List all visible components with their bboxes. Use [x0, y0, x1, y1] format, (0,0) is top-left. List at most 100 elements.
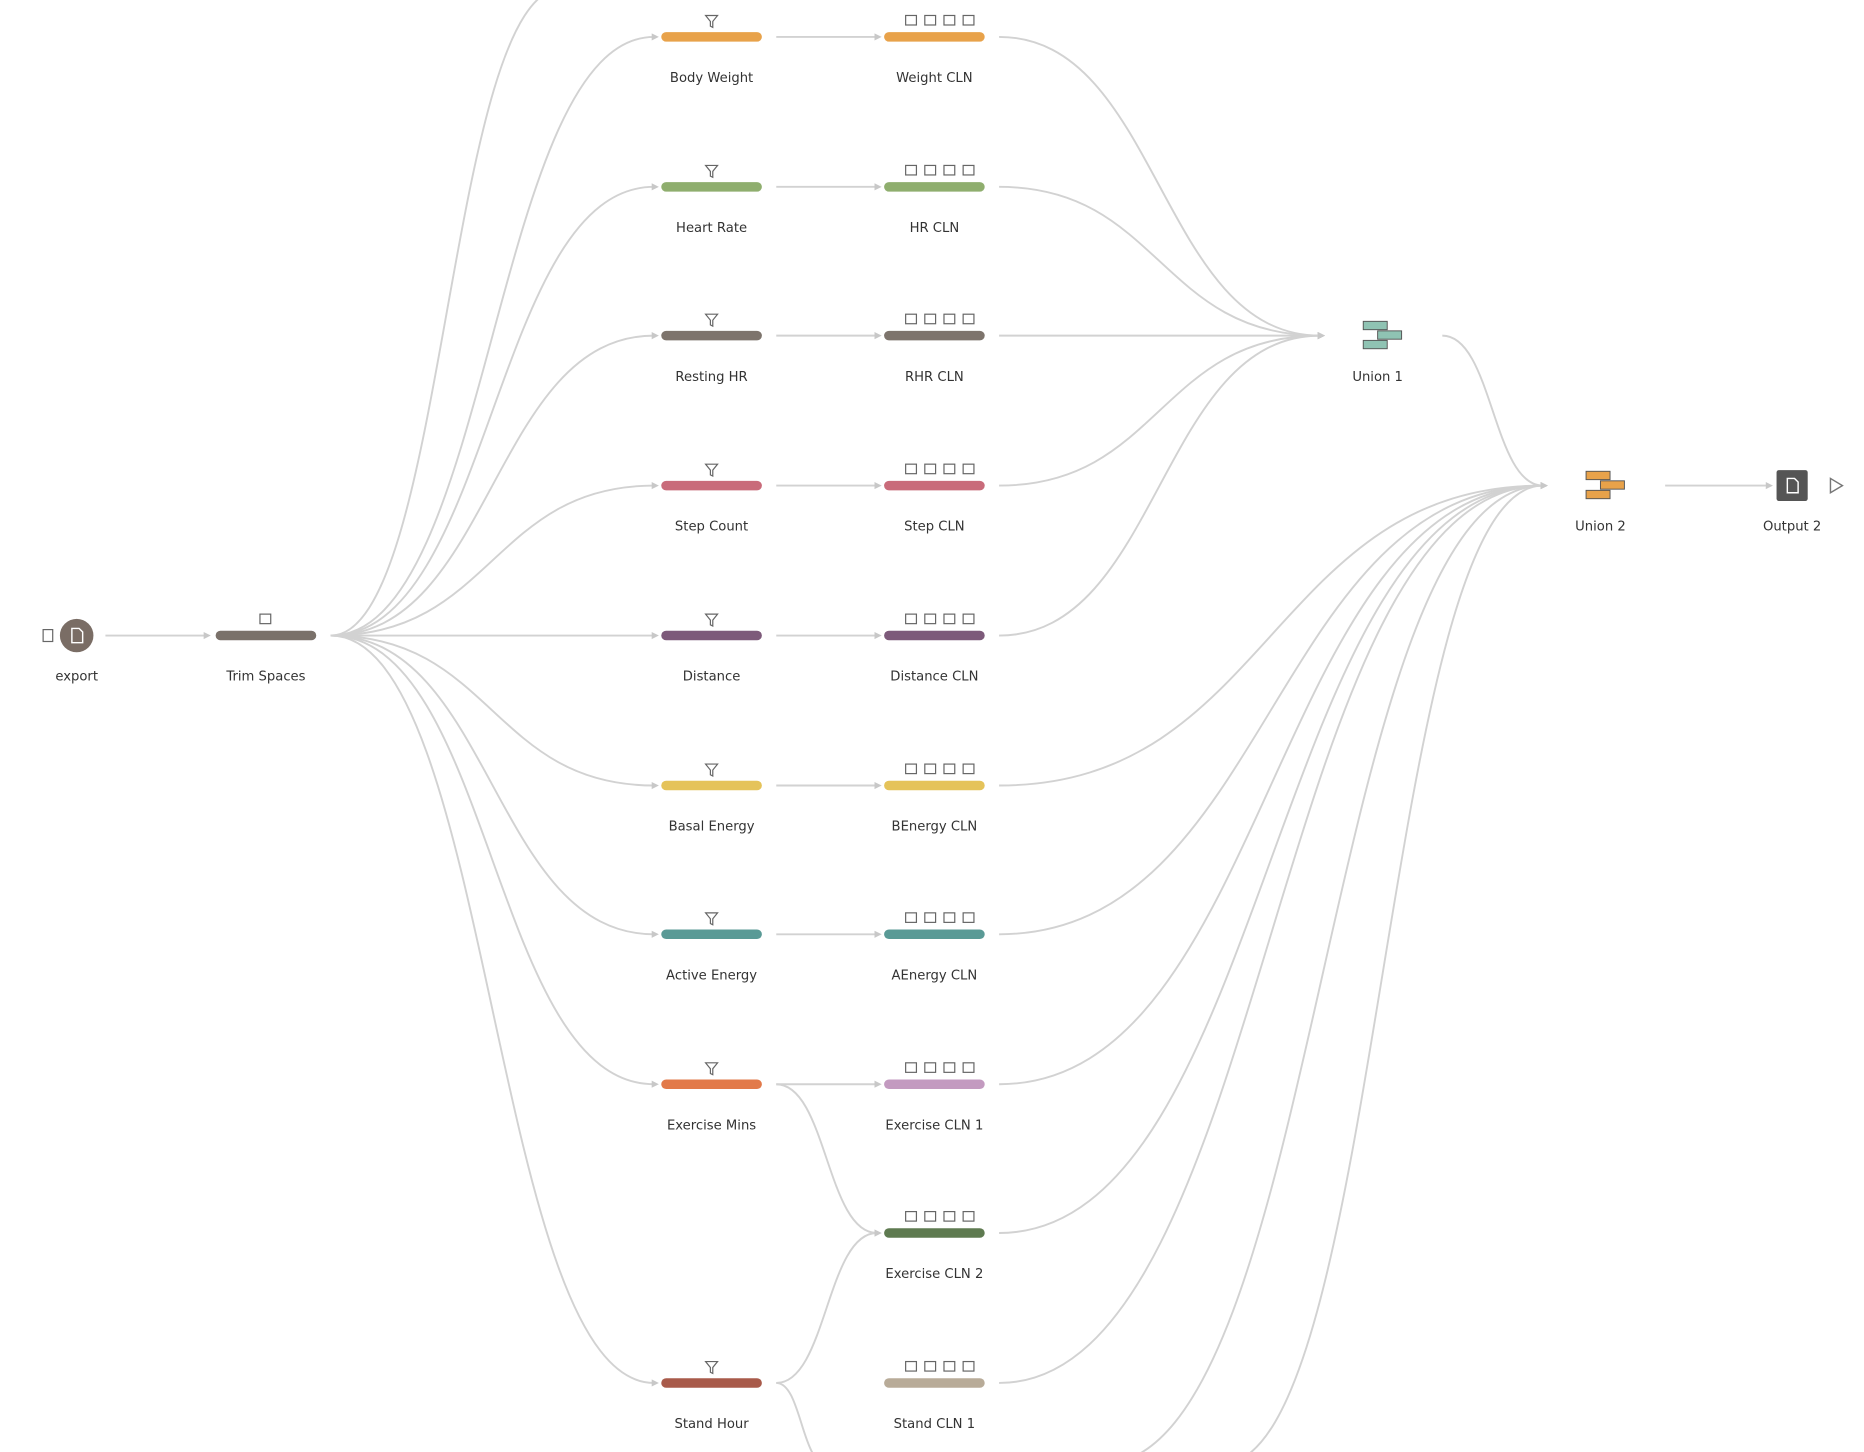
- edge: [330, 634, 655, 787]
- flow-node[interactable]: Exercise CLN 2: [884, 1210, 985, 1283]
- arrowhead: [651, 1379, 659, 1387]
- flow-node[interactable]: Weight CLN: [884, 14, 985, 86]
- node-label: HR CLN: [910, 221, 960, 236]
- step-bar: [661, 182, 762, 192]
- edge: [999, 484, 1543, 1086]
- flow-node[interactable]: Distance CLN: [884, 613, 985, 685]
- edge: [330, 634, 655, 1086]
- clean-glyph: [924, 613, 937, 625]
- flow-node[interactable]: Trim Spaces: [215, 613, 317, 685]
- clean-glyph: [943, 1360, 956, 1372]
- flow-node[interactable]: Stand Hour: [661, 1360, 762, 1433]
- arrowhead: [874, 332, 882, 340]
- edge: [776, 1232, 877, 1384]
- clean-glyph: [962, 1360, 975, 1372]
- flow-node[interactable]: Step CLN: [884, 463, 985, 535]
- arrowhead: [874, 631, 882, 640]
- clean-glyph: [943, 1062, 956, 1073]
- arrowhead: [651, 33, 659, 41]
- step-bar: [884, 630, 985, 641]
- filter-glyph: [704, 613, 719, 627]
- flow-node[interactable]: Union 2: [1575, 470, 1626, 535]
- clean-glyph: [943, 14, 956, 26]
- flow-node[interactable]: BEnergy CLN: [884, 763, 985, 835]
- clean-glyph: [924, 313, 937, 325]
- clean-glyph: [962, 763, 975, 775]
- clean-glyph: [924, 463, 937, 475]
- clean-glyph: [905, 14, 918, 26]
- filter-glyph: [704, 912, 719, 926]
- clean-glyph: [905, 1062, 918, 1073]
- node-label: Union 2: [1575, 520, 1626, 535]
- clean-glyph: [905, 613, 918, 625]
- clean-glyph: [943, 164, 956, 176]
- clean-glyph: [905, 313, 918, 325]
- arrowhead: [874, 930, 882, 938]
- edge: [330, 0, 539, 637]
- edge: [330, 634, 655, 1384]
- clean-glyph: [962, 1210, 975, 1222]
- arrowhead: [1765, 482, 1773, 490]
- node-label: Exercise CLN 2: [885, 1267, 983, 1282]
- union-block: [1377, 330, 1403, 340]
- flow-node[interactable]: export: [42, 618, 98, 685]
- flow-node[interactable]: Exercise CLN 1: [884, 1062, 985, 1134]
- file-glyph: [1786, 477, 1799, 494]
- flow-node[interactable]: Union 1: [1352, 320, 1403, 385]
- flow-node[interactable]: Step Count: [661, 463, 762, 535]
- edge: [999, 484, 1543, 787]
- union-block: [1362, 339, 1388, 350]
- filter-glyph: [704, 164, 719, 179]
- node-label: Trim Spaces: [225, 670, 305, 685]
- flow-node[interactable]: Heart Rate: [661, 164, 762, 236]
- arrowhead: [651, 1080, 659, 1088]
- flow-node[interactable]: Exercise Mins: [661, 1062, 762, 1134]
- edge: [330, 35, 655, 637]
- node-label: Heart Rate: [676, 221, 747, 236]
- file-glyph: [71, 627, 84, 644]
- node-label: Stand Hour: [674, 1417, 749, 1432]
- node-label: Weight CLN: [896, 71, 972, 86]
- step-bar: [661, 780, 762, 791]
- step-bar: [661, 630, 762, 641]
- clean-glyph: [943, 912, 956, 923]
- filter-glyph: [704, 1062, 719, 1076]
- flow-node[interactable]: Basal Energy: [661, 763, 762, 835]
- input-icon: [59, 618, 94, 653]
- flow-node[interactable]: Output 2: [1763, 470, 1844, 535]
- output-icon: [1776, 470, 1808, 502]
- node-label: Distance: [683, 670, 741, 685]
- filter-glyph: [704, 463, 719, 478]
- arrowhead: [874, 183, 882, 191]
- flow-node[interactable]: Distance: [661, 613, 762, 685]
- edge: [776, 1083, 877, 1234]
- edge: [999, 185, 1321, 337]
- step-bar: [884, 1079, 985, 1089]
- arrowhead: [651, 631, 659, 640]
- edge: [1442, 334, 1543, 487]
- edges: [105, 0, 1773, 1452]
- flow-node[interactable]: Body Weight: [661, 14, 762, 86]
- step-bar: [884, 330, 985, 341]
- arrowhead: [874, 482, 882, 490]
- clean-glyph: [924, 14, 937, 26]
- clean-glyph: [924, 912, 937, 923]
- arrowhead: [874, 33, 882, 41]
- step-bar: [661, 330, 762, 341]
- flow-node[interactable]: Active Energy: [661, 912, 762, 984]
- run-button: [1829, 477, 1844, 494]
- arrowhead: [651, 183, 659, 191]
- flow-node[interactable]: HR CLN: [884, 164, 985, 236]
- node-label: Stand CLN 1: [894, 1417, 975, 1432]
- flow-node[interactable]: Stand CLN 1: [884, 1360, 985, 1433]
- clean-glyph: [962, 1062, 975, 1073]
- step-bar: [884, 480, 985, 491]
- flow-node[interactable]: Resting HR: [661, 313, 762, 385]
- node-label: Step CLN: [904, 520, 965, 535]
- flow-node[interactable]: AEnergy CLN: [884, 912, 985, 984]
- flow-node[interactable]: RHR CLN: [884, 313, 985, 385]
- edge: [999, 35, 1321, 337]
- edge: [330, 334, 655, 637]
- arrowhead: [874, 1080, 882, 1088]
- node-label: Exercise CLN 1: [885, 1118, 983, 1133]
